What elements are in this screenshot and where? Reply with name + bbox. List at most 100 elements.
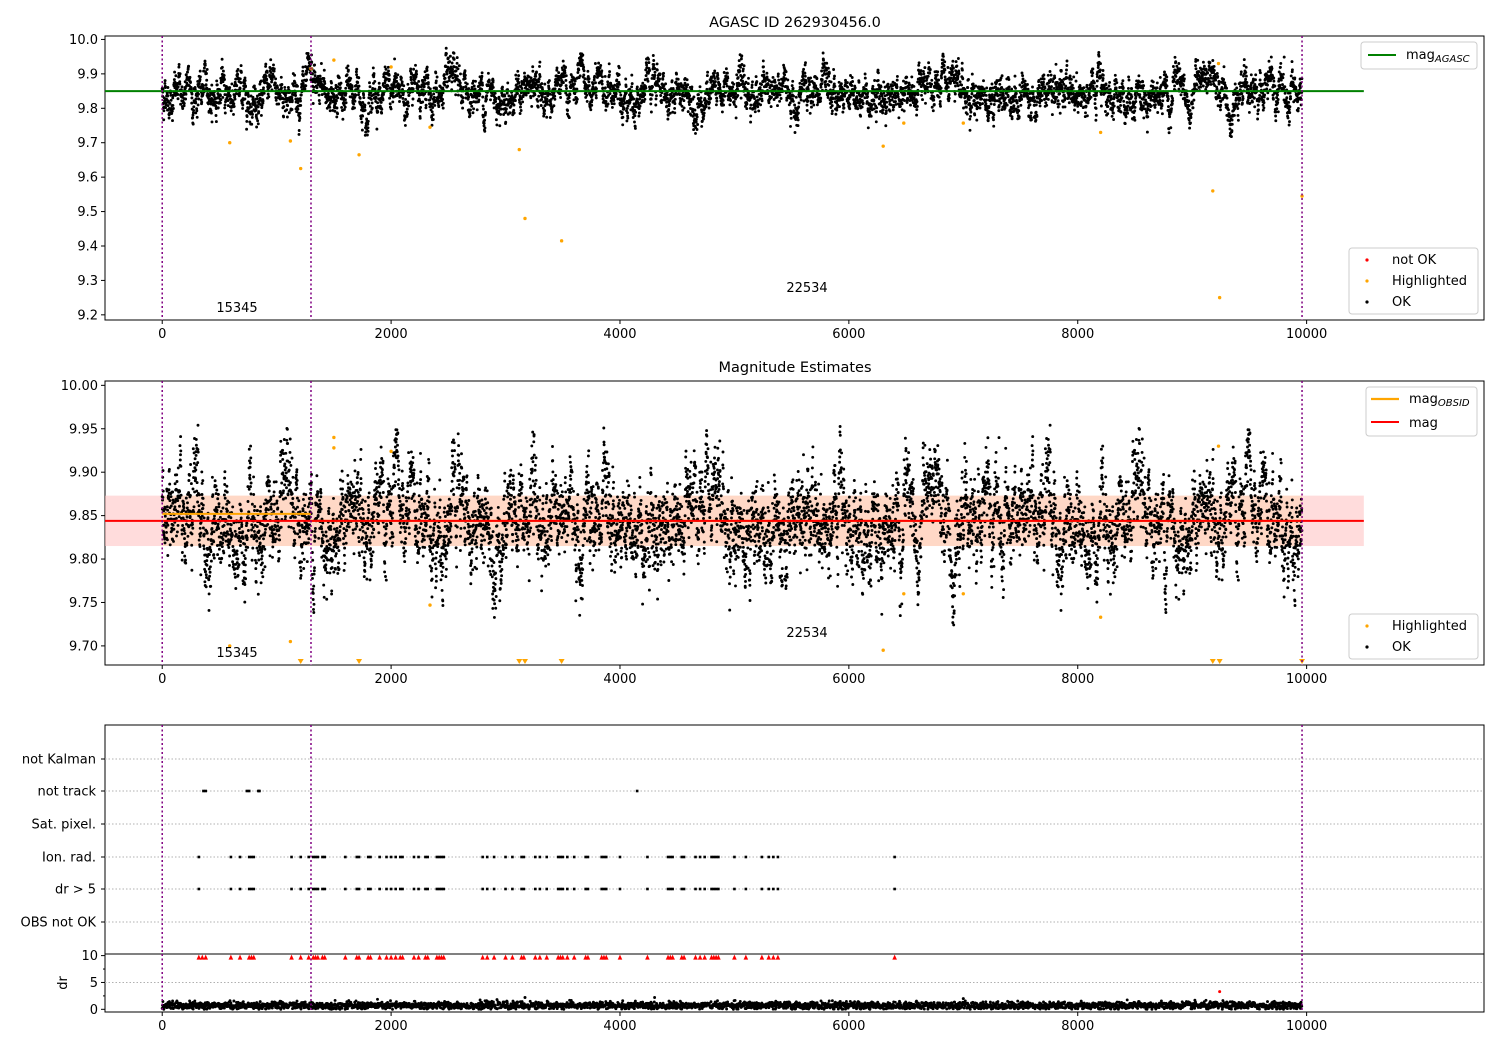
ok-point (587, 77, 591, 81)
ok-point (600, 75, 604, 79)
ok-point (1057, 102, 1061, 106)
ok-point (845, 81, 849, 85)
ok-point (416, 87, 420, 91)
ok-point (395, 79, 399, 83)
ok-point (1000, 86, 1004, 89)
ok-point (430, 123, 434, 127)
ok-point (215, 79, 219, 83)
ok-point (875, 110, 878, 114)
ok-point (1093, 102, 1097, 106)
ok-point (585, 93, 589, 97)
ok-point (682, 106, 686, 110)
ok-point (662, 71, 666, 75)
ok-point (516, 69, 520, 73)
ok-point (632, 97, 636, 101)
ok-point (530, 104, 534, 108)
ok-point (199, 86, 203, 90)
ok-point (722, 103, 726, 107)
ok-point (903, 93, 907, 96)
ok-point (203, 59, 207, 63)
ok-point (872, 107, 876, 111)
ok-point (336, 85, 340, 89)
ok-point (180, 85, 184, 89)
ok-point (1064, 72, 1068, 76)
ok-point (520, 87, 524, 90)
ok-point (769, 105, 773, 109)
ok-point (422, 85, 426, 89)
ok-point (298, 116, 302, 120)
ok-point (357, 93, 360, 97)
ok-point (968, 128, 972, 132)
ok-point (1032, 96, 1036, 100)
ok-point (310, 60, 314, 64)
ok-point (647, 61, 651, 65)
ok-point (463, 73, 467, 77)
ok-point (738, 69, 742, 73)
ok-point (504, 107, 508, 111)
ok-point (441, 97, 445, 101)
ok-point (494, 99, 498, 103)
ok-point (946, 85, 950, 89)
ok-point (624, 77, 628, 81)
ok-point (256, 119, 260, 123)
ok-point (483, 118, 487, 122)
ok-point (896, 95, 900, 99)
ok-point (765, 75, 769, 79)
ok-point (272, 75, 276, 79)
ok-point (808, 80, 812, 84)
ok-point (388, 96, 392, 100)
ok-point (189, 86, 193, 89)
ok-point (594, 93, 598, 97)
ok-point (987, 113, 991, 117)
ok-point (545, 102, 549, 106)
ok-point (951, 70, 954, 74)
ok-point (930, 82, 934, 86)
ok-point (821, 51, 825, 55)
ok-point (336, 96, 340, 100)
ok-point (984, 102, 988, 106)
ok-point (895, 78, 899, 82)
ok-point (1094, 118, 1098, 122)
ok-point (997, 104, 1001, 107)
ok-point (626, 111, 629, 115)
ok-point (1050, 113, 1054, 117)
ok-point (341, 117, 345, 121)
ok-point (170, 109, 174, 113)
ok-point (365, 133, 369, 137)
ok-point (889, 103, 893, 107)
ok-point (392, 83, 396, 87)
ok-point (1013, 95, 1017, 99)
ok-point (282, 115, 286, 119)
ok-point (875, 95, 879, 99)
ok-point (285, 108, 289, 112)
ok-point (876, 78, 880, 82)
ok-point (708, 101, 711, 104)
ok-point (1065, 68, 1068, 72)
ok-point (793, 131, 797, 134)
ok-point (251, 95, 255, 99)
ok-point (1073, 108, 1076, 112)
ok-point (868, 110, 872, 114)
ok-point (1031, 85, 1034, 89)
ok-point (236, 72, 240, 76)
ok-point (1016, 105, 1020, 109)
ok-point (205, 72, 208, 75)
ok-point (1017, 109, 1021, 113)
ok-point (406, 112, 409, 116)
ok-point (450, 80, 454, 84)
ok-point (969, 114, 972, 118)
ok-point (673, 97, 677, 101)
ok-point (332, 97, 336, 101)
ok-point (182, 101, 186, 105)
ok-point (1089, 95, 1093, 99)
ok-point (370, 101, 374, 105)
ok-point (525, 77, 529, 81)
ok-point (842, 106, 846, 110)
ok-point (891, 108, 895, 112)
ok-point (296, 101, 300, 105)
ok-point (939, 104, 942, 108)
ok-point (779, 97, 783, 100)
ok-point (660, 98, 664, 102)
ok-point (919, 72, 923, 76)
ok-point (1072, 75, 1076, 79)
